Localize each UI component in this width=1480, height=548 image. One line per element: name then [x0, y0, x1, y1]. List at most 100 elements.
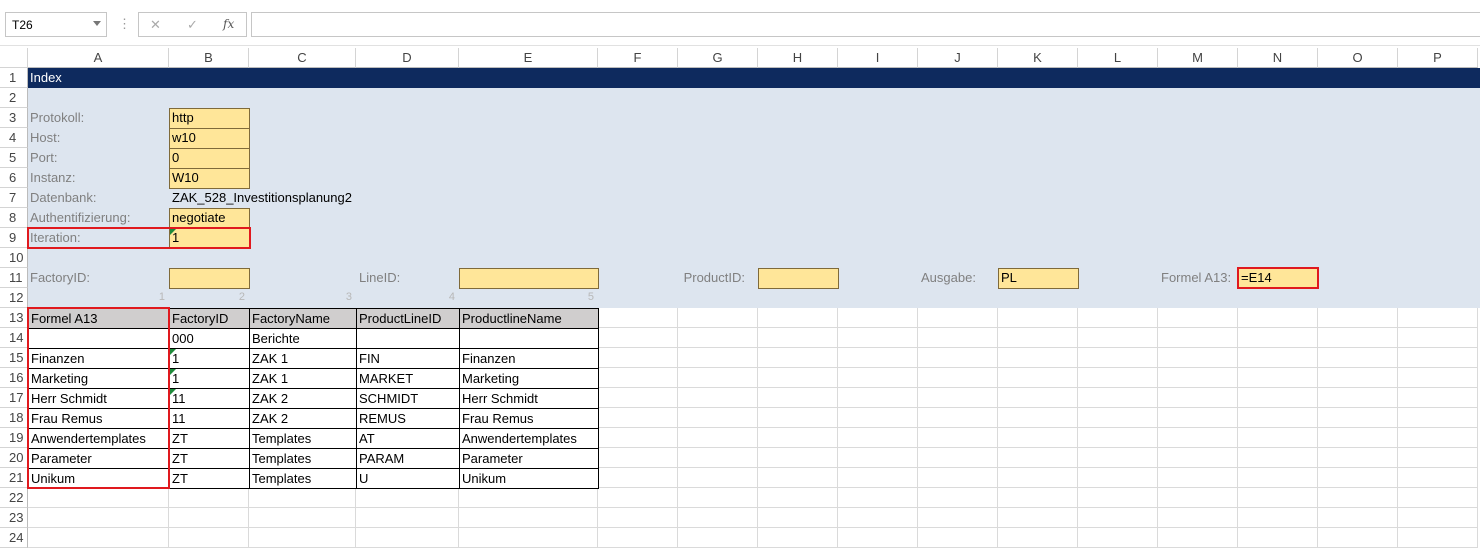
column-header[interactable]: M [1158, 48, 1238, 68]
enter-button[interactable]: ✓ [187, 17, 198, 32]
column-header[interactable]: C [249, 48, 356, 68]
row-header[interactable]: 4 [0, 128, 28, 148]
table-cell: 1 [169, 348, 250, 369]
row-header[interactable]: 10 [0, 248, 28, 268]
cell [1078, 488, 1158, 508]
column-header[interactable]: A [28, 48, 169, 68]
setting-input[interactable] [169, 148, 250, 169]
row-header[interactable]: 18 [0, 408, 28, 428]
filter-input[interactable] [758, 268, 839, 289]
row-header[interactable]: 24 [0, 528, 28, 548]
row-header[interactable]: 7 [0, 188, 28, 208]
cell [1318, 408, 1398, 428]
row-header[interactable]: 5 [0, 148, 28, 168]
table-cell: ZAK 2 [249, 388, 357, 409]
row-header[interactable]: 13 [0, 308, 28, 328]
column-header[interactable]: L [1078, 48, 1158, 68]
row-header[interactable]: 15 [0, 348, 28, 368]
setting-input[interactable] [169, 168, 250, 189]
row-header[interactable]: 1 [0, 68, 28, 88]
column-header[interactable]: P [1398, 48, 1478, 68]
cell [459, 528, 598, 548]
row-header[interactable]: 3 [0, 108, 28, 128]
dropdown-arrow[interactable] [93, 21, 101, 26]
filter-input[interactable] [459, 268, 599, 289]
cell [678, 488, 758, 508]
cell [678, 448, 758, 468]
cell [998, 448, 1078, 468]
column-header[interactable]: H [758, 48, 838, 68]
row-header[interactable]: 21 [0, 468, 28, 488]
cell [838, 408, 918, 428]
column-header[interactable]: F [598, 48, 678, 68]
row-header[interactable]: 2 [0, 88, 28, 108]
column-header[interactable]: B [169, 48, 249, 68]
cancel-button[interactable]: ✕ [150, 17, 161, 32]
cell [1158, 328, 1238, 348]
filter-label: Ausgabe: [921, 270, 976, 285]
table-cell [356, 328, 460, 349]
row-header[interactable]: 23 [0, 508, 28, 528]
row-header[interactable]: 16 [0, 368, 28, 388]
cell [28, 488, 169, 508]
cell [998, 428, 1078, 448]
table-cell: Finanzen [459, 348, 599, 369]
column-header[interactable]: D [356, 48, 459, 68]
cell [1158, 528, 1238, 548]
cell [249, 528, 356, 548]
formula-input[interactable] [251, 12, 1480, 37]
cell [1318, 508, 1398, 528]
row-header[interactable]: 17 [0, 388, 28, 408]
column-header[interactable]: N [1238, 48, 1318, 68]
cell [1398, 328, 1478, 348]
cell [1238, 348, 1318, 368]
row-header[interactable]: 12 [0, 288, 28, 308]
cell [1078, 328, 1158, 348]
row-header[interactable]: 19 [0, 428, 28, 448]
cell [678, 388, 758, 408]
cell [918, 328, 998, 348]
cell [838, 468, 918, 488]
column-header[interactable]: J [918, 48, 998, 68]
row-header[interactable]: 8 [0, 208, 28, 228]
column-header[interactable]: K [998, 48, 1078, 68]
filter-input[interactable] [998, 268, 1079, 289]
column-header[interactable]: E [459, 48, 598, 68]
setting-label: Host: [30, 130, 61, 145]
column-header[interactable]: G [678, 48, 758, 68]
cell [1318, 348, 1398, 368]
row-header[interactable]: 14 [0, 328, 28, 348]
row-header[interactable]: 9 [0, 228, 28, 248]
row-header[interactable]: 20 [0, 448, 28, 468]
table-cell: Herr Schmidt [459, 388, 599, 409]
name-box[interactable]: T26 [5, 12, 107, 37]
cell [998, 308, 1078, 328]
table-cell: AT [356, 428, 460, 449]
table-cell: Templates [249, 468, 357, 489]
filter-input[interactable] [169, 268, 250, 289]
table-cell: 000 [169, 328, 250, 349]
table-header: ProductlineName [459, 308, 599, 329]
table-header: FactoryName [249, 308, 357, 329]
cell [758, 448, 838, 468]
filter-label: FactoryID: [30, 270, 90, 285]
table-header: Formel A13 [28, 308, 170, 329]
table-cell: FIN [356, 348, 460, 369]
insert-function-button[interactable]: fx [223, 17, 235, 31]
cell [249, 488, 356, 508]
cell [838, 308, 918, 328]
row-header[interactable]: 6 [0, 168, 28, 188]
row-header[interactable]: 22 [0, 488, 28, 508]
column-header[interactable]: O [1318, 48, 1398, 68]
setting-value: 0 [172, 150, 180, 165]
table-header: FactoryID [169, 308, 250, 329]
row-header[interactable]: 11 [0, 268, 28, 288]
cell [598, 428, 678, 448]
column-header[interactable]: I [838, 48, 918, 68]
cell [918, 528, 998, 548]
cell [459, 508, 598, 528]
cell [1318, 448, 1398, 468]
column-index-marker: 1 [158, 291, 165, 303]
table-cell: Frau Remus [459, 408, 599, 429]
cell [838, 328, 918, 348]
